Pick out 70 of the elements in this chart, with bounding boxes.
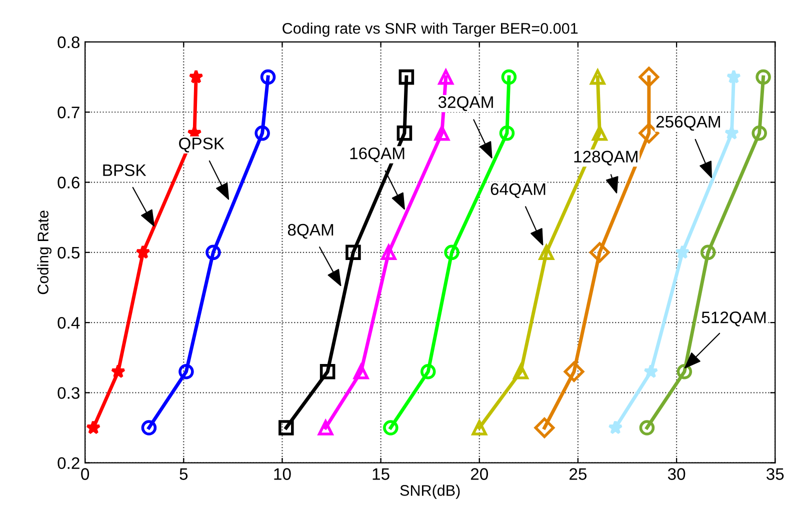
point (676, 364, 692, 380)
point (86, 420, 101, 434)
point (472, 420, 488, 436)
x-tick-label: 15 (372, 468, 390, 480)
annotation: 256QAM (656, 116, 720, 131)
chart-title: Coding rate vs SNR with Targer BER=0.001 (282, 22, 578, 37)
point (438, 69, 454, 85)
y-tick-label: 0.4 (58, 316, 80, 329)
point (639, 420, 655, 436)
point (318, 420, 334, 436)
point (501, 69, 517, 85)
point (353, 364, 369, 380)
y-axis-title: Coding Rate (37, 210, 52, 294)
x-tick-label: 5 (180, 468, 188, 480)
y-tick-label: 0.5 (58, 246, 80, 259)
point (178, 364, 194, 380)
point (756, 69, 771, 85)
point (110, 364, 126, 378)
annotation: 16QAM (350, 147, 404, 162)
point (398, 69, 414, 85)
annotation: 32QAM (438, 96, 493, 112)
y-tick-label: 0.7 (58, 106, 80, 118)
point (752, 126, 767, 141)
point (320, 364, 336, 380)
point (206, 244, 221, 260)
point (590, 69, 606, 85)
point (644, 364, 658, 378)
y-tick-label: 0.2 (58, 457, 80, 470)
annotation: 128QAM (574, 150, 638, 166)
x-tick-label: 25 (570, 468, 587, 480)
point (141, 420, 157, 436)
y-tick-label: 0.6 (58, 176, 80, 188)
annotation: 8QAM (288, 224, 334, 239)
y-tick-label: 0.8 (58, 36, 80, 48)
point (254, 126, 270, 141)
point (188, 69, 204, 84)
x-tick-label: 20 (470, 468, 488, 480)
annotation: QPSK (179, 138, 224, 152)
x-tick-label: 0 (81, 468, 90, 480)
point (592, 126, 608, 141)
point (444, 244, 460, 260)
point (434, 126, 450, 141)
point (499, 126, 515, 141)
point (638, 66, 660, 88)
point (589, 242, 610, 263)
point (608, 420, 623, 434)
annotation: BPSK (103, 164, 146, 176)
point (513, 364, 528, 380)
x-tick-label: 35 (766, 468, 784, 480)
point (136, 244, 150, 259)
x-axis-title: SNR(dB) (400, 484, 460, 499)
point (381, 244, 396, 260)
point (726, 69, 742, 84)
annotation: 512QAM (702, 312, 766, 326)
point (724, 126, 740, 140)
point (534, 418, 555, 438)
annotation: 64QAM (490, 183, 546, 198)
point (383, 420, 398, 436)
point (346, 244, 361, 260)
point (564, 361, 584, 382)
x-tick-label: 10 (274, 468, 291, 480)
point (675, 244, 690, 259)
point (700, 244, 716, 260)
point (420, 364, 436, 380)
point (538, 244, 554, 260)
y-tick-label: 0.3 (58, 387, 80, 399)
point (260, 69, 276, 85)
x-tick-label: 30 (668, 468, 686, 480)
point (278, 420, 294, 436)
point (396, 126, 412, 141)
